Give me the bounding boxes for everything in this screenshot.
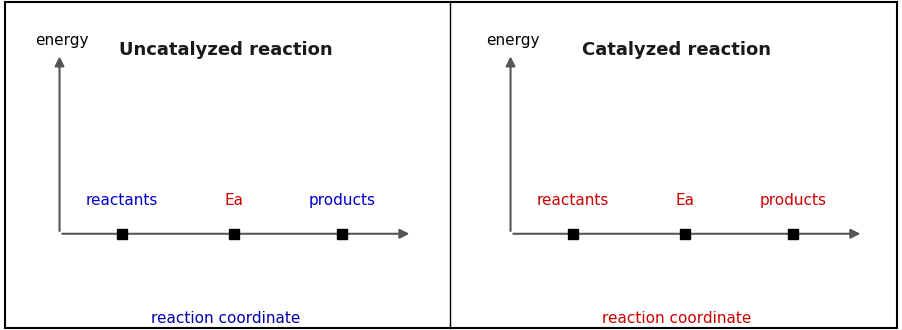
Text: reactants: reactants: [537, 193, 609, 208]
Text: reaction coordinate: reaction coordinate: [151, 311, 300, 326]
Text: Ea: Ea: [676, 193, 695, 208]
Text: energy: energy: [34, 33, 88, 49]
Text: Uncatalyzed reaction: Uncatalyzed reaction: [119, 41, 332, 59]
Text: Catalyzed reaction: Catalyzed reaction: [582, 41, 771, 59]
Text: reaction coordinate: reaction coordinate: [602, 311, 751, 326]
Text: products: products: [759, 193, 826, 208]
Text: reactants: reactants: [86, 193, 158, 208]
Text: products: products: [308, 193, 375, 208]
Text: energy: energy: [485, 33, 539, 49]
Text: Ea: Ea: [225, 193, 244, 208]
